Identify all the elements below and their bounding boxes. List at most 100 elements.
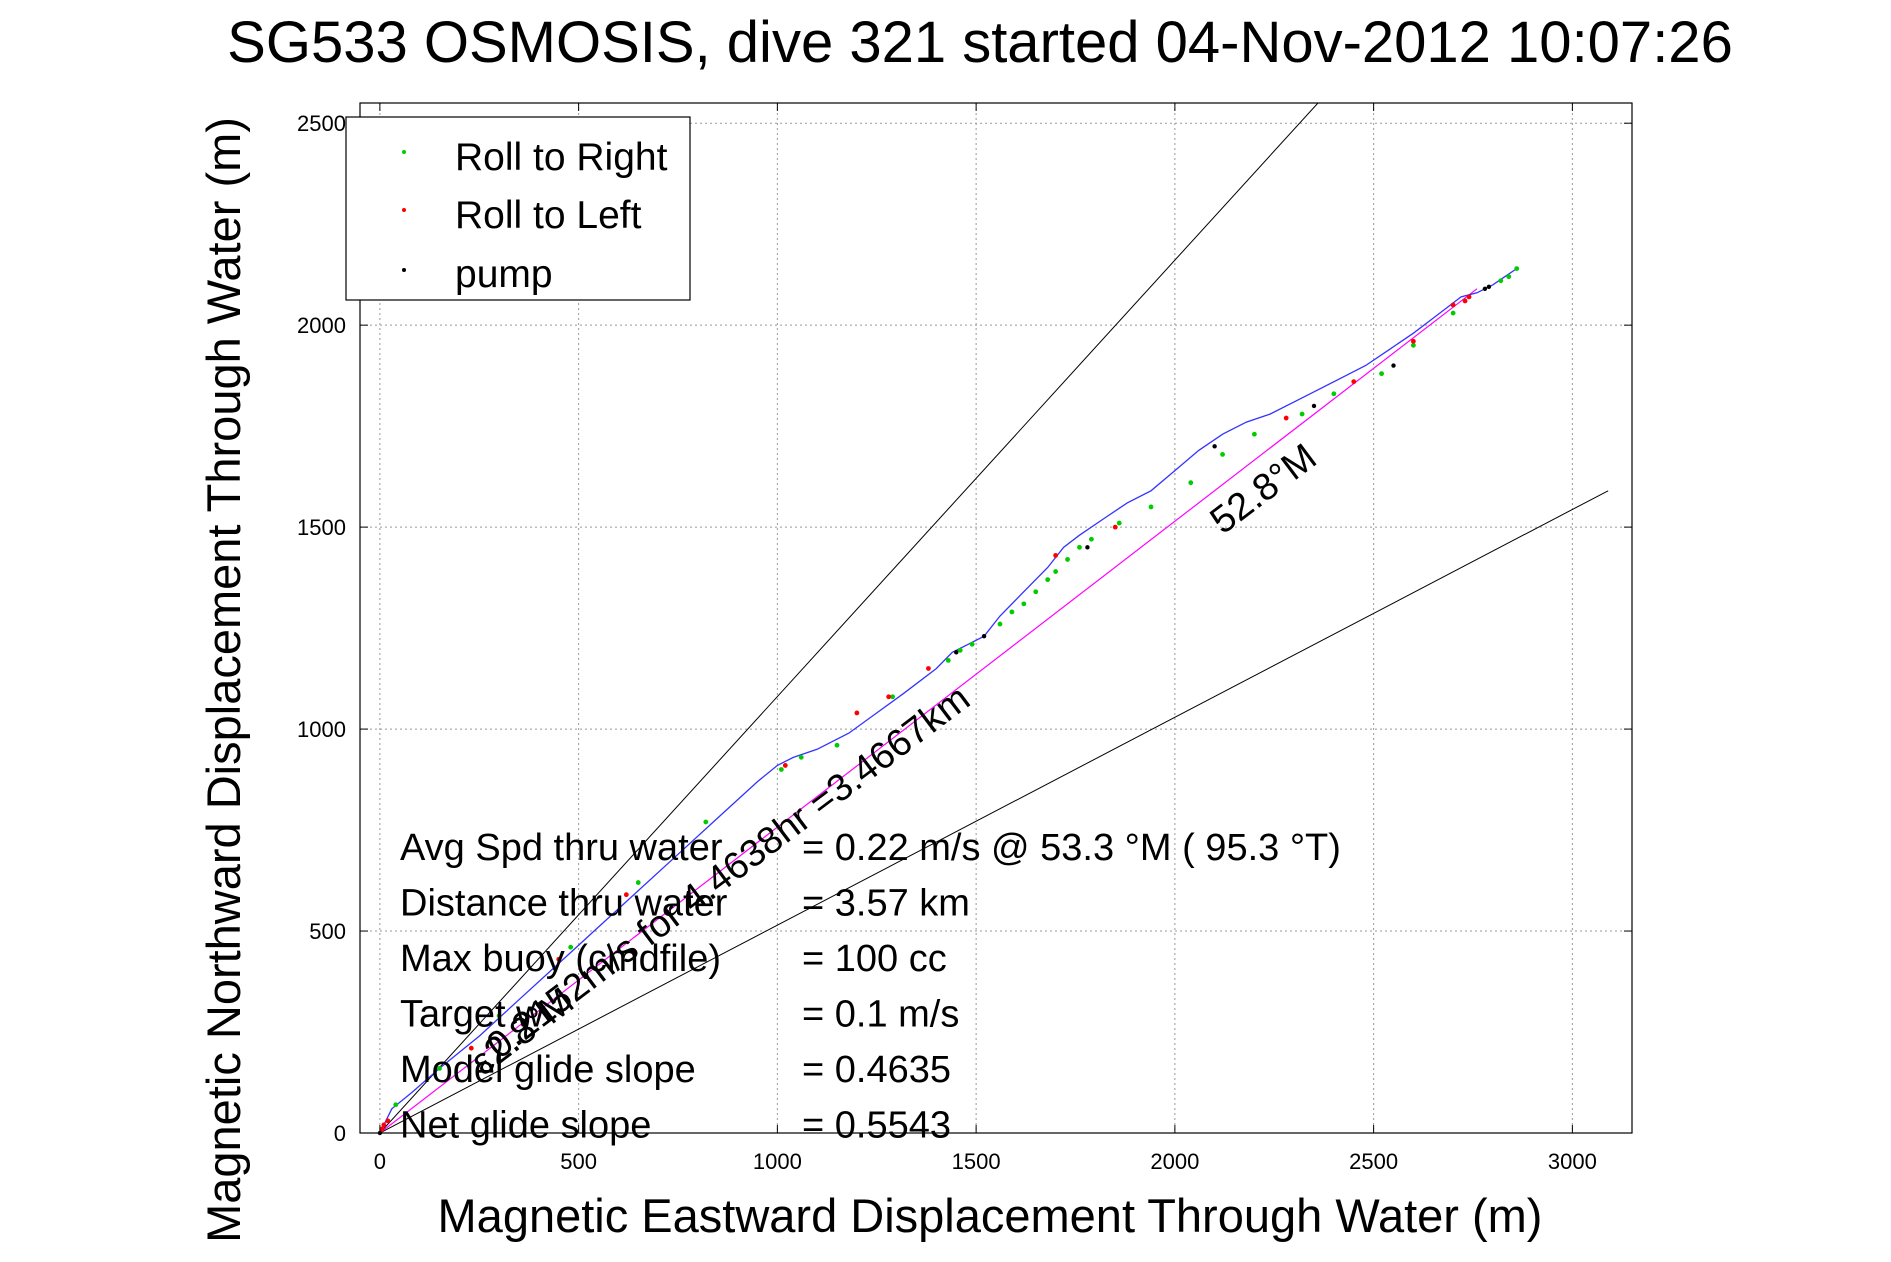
roll-left-point — [1466, 294, 1472, 300]
roll-right-point — [393, 1102, 399, 1108]
legend-label-pump: pump — [455, 253, 553, 296]
roll-right-point — [1065, 557, 1070, 562]
stat-label: Distance thru water — [400, 883, 728, 925]
roll-right-point — [1053, 569, 1059, 574]
roll-left-point — [782, 763, 788, 768]
legend-marker-pump — [402, 268, 406, 272]
x-tick-label: 3000 — [1548, 1149, 1597, 1174]
pump-point — [1482, 286, 1488, 292]
roll-right-point — [1514, 266, 1520, 272]
pump-point — [1486, 284, 1492, 289]
chart-title: SG533 OSMOSIS, dive 321 started 04-Nov-2… — [227, 10, 1733, 75]
roll-right-point — [568, 944, 574, 950]
x-tick-label: 2500 — [1349, 1149, 1398, 1174]
roll-right-point — [1251, 431, 1257, 437]
roll-right-point — [834, 742, 840, 748]
legend-label-roll-right: Roll to Right — [455, 136, 668, 179]
roll-right-point — [1045, 577, 1051, 583]
stat-label: Avg Spd thru water — [400, 827, 723, 869]
roll-right-point — [1089, 536, 1094, 542]
roll-left-point — [1112, 524, 1118, 530]
legend-marker-roll-right — [402, 150, 406, 154]
roll-left-point — [381, 1122, 387, 1128]
stat-label: Net glide slope — [400, 1105, 651, 1147]
plot-frame — [359, 102, 1633, 1134]
y-tick-label: 1500 — [297, 515, 346, 540]
annotation-0: 52.8°M — [1203, 436, 1325, 542]
roll-right-point — [969, 641, 975, 647]
pump-point — [1311, 403, 1317, 409]
y-tick-label: 2000 — [297, 313, 346, 338]
track — [379, 268, 1518, 1134]
y-tick-label: 2500 — [297, 111, 346, 136]
y-axis-label: Magnetic Northward Displacement Through … — [197, 117, 250, 1243]
stat-value: = 100 cc — [802, 938, 947, 980]
roll-right-point — [1220, 452, 1225, 457]
legend-marker-roll-left — [402, 208, 406, 212]
stat-value: = 3.57 km — [802, 883, 970, 925]
roll-left-point — [854, 710, 860, 716]
roll-right-point — [1021, 601, 1027, 607]
bound-lines — [379, 103, 1609, 1133]
roll-right-point — [957, 647, 963, 653]
y-tick-label: 500 — [309, 919, 346, 944]
track-line — [379, 268, 1518, 1134]
roll-left-point — [385, 1118, 391, 1124]
bound-line-0 — [379, 103, 1319, 1133]
roll-left-point — [379, 1126, 385, 1132]
pump-point — [981, 633, 987, 639]
axis-ticks: 0 500 1000 1500 2000 2500 3000 0 500 1000 1500 2000… — [297, 103, 1632, 1174]
roll-right-point — [1116, 520, 1122, 526]
pump-point — [1212, 444, 1217, 449]
x-axis-label: Magnetic Eastward Displacement Through W… — [438, 1189, 1543, 1242]
roll-left-point — [1462, 298, 1468, 304]
roll-right-point — [635, 880, 641, 885]
roll-right-point — [1379, 371, 1384, 377]
roll-right-point — [1033, 589, 1039, 595]
roll-left-point — [886, 694, 892, 700]
roll-left-point — [468, 1045, 474, 1051]
stat-label: Max buoy (cmdfile) — [400, 938, 721, 980]
x-tick-label: 1500 — [952, 1149, 1001, 1174]
roll-right-point — [945, 658, 951, 663]
roll-right-point — [1498, 278, 1504, 284]
pump-point — [1391, 363, 1396, 368]
y-tick-label: 1000 — [297, 717, 346, 742]
bound-line-1 — [379, 490, 1609, 1133]
roll-left-point — [1410, 338, 1416, 344]
x-tick-label: 500 — [560, 1149, 597, 1174]
roll-right-point — [1299, 411, 1305, 417]
roll-right-point — [1009, 609, 1015, 615]
roll-right-point — [1410, 342, 1416, 348]
roll-left-point — [926, 666, 931, 671]
course-line — [379, 288, 1478, 1134]
roll-left-point — [1351, 379, 1357, 385]
roll-left-point — [1283, 415, 1289, 421]
roll-right-point — [1506, 274, 1512, 280]
stat-value: = 0.5543 — [802, 1105, 951, 1147]
roll-left-point — [556, 956, 562, 962]
roll-left-point — [1450, 302, 1456, 308]
stat-label: Target w — [400, 994, 544, 1036]
annotations: 52.8°Mε2.8°M0.2152m/s for 4.4638hr =3.46… — [463, 436, 1324, 1084]
roll-left-point — [623, 892, 629, 898]
y-tick-label: 0 — [334, 1121, 346, 1146]
x-tick-label: 2000 — [1150, 1149, 1199, 1174]
roll-right-point — [997, 621, 1003, 627]
roll-right-point — [703, 819, 709, 825]
roll-right-point — [496, 1013, 502, 1019]
roll-right-point — [1450, 310, 1456, 316]
stat-value: = 0.4635 — [802, 1049, 951, 1091]
roll-right-point — [1148, 504, 1154, 510]
x-tick-label: 1000 — [753, 1149, 802, 1174]
pump-point — [954, 650, 959, 655]
course-line-segment — [379, 288, 1478, 1134]
stat-value: = 0.22 m/s @ 53.3 °M ( 95.3 °T) — [802, 827, 1341, 869]
stat-value: = 0.1 m/s — [802, 994, 959, 1036]
stats-block: Avg Spd thru water = 0.22 m/s @ 53.3 °M (… — [400, 827, 1341, 1147]
pump-point — [1085, 545, 1090, 550]
legend: Roll to Right Roll to Left pump — [345, 116, 691, 301]
roll-right-point — [1077, 544, 1082, 550]
x-tick-label: 0 — [374, 1149, 386, 1174]
